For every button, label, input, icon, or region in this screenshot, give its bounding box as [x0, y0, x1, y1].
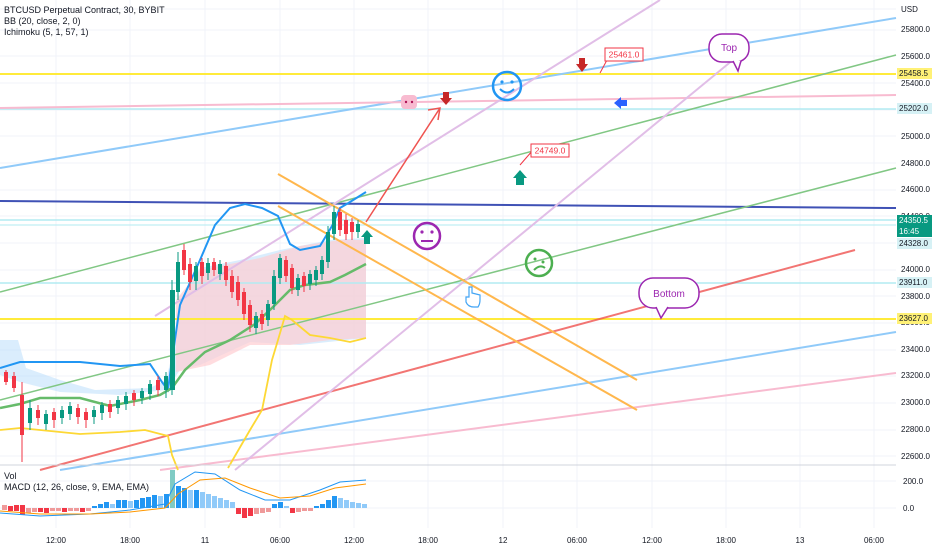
arrow-down-icon — [440, 92, 452, 105]
time-tick-label: 13 — [796, 536, 805, 545]
bubble-top-label: Top — [721, 43, 738, 54]
callout-24749-label: 24749.0 — [535, 146, 566, 156]
smiley-face-icon — [491, 70, 523, 102]
callout-24749: 24749.0 — [519, 143, 570, 166]
price-tag: 23911.0 — [897, 277, 932, 288]
vol-indicator-label[interactable]: Vol — [4, 471, 17, 481]
currency-label: USD — [901, 5, 918, 14]
bubble-bottom-label: Bottom — [653, 289, 685, 300]
price-tag: 25202.0 — [897, 103, 932, 114]
time-axis[interactable]: 12:00 18:00 11 06:00 12:00 18:00 12 06:00 12:00 1… — [46, 536, 885, 545]
price-tick-label: 24000.0 — [901, 265, 930, 274]
time-tick-label: 12:00 — [642, 536, 663, 545]
price-tag: 25458.5 — [897, 68, 932, 79]
price-tick-label: 25000.0 — [901, 132, 930, 141]
arrow-up-icon — [361, 230, 373, 244]
time-tick-label: 11 — [201, 536, 210, 545]
price-tag: 23627.0 — [897, 313, 932, 324]
grid — [0, 0, 896, 528]
speech-bubble-top[interactable]: Top — [708, 33, 750, 74]
macd-indicator-label[interactable]: MACD (12, 26, close, 9, EMA, EMA) — [4, 482, 150, 492]
candles — [4, 206, 360, 462]
chart-legend: BTCUSD Perpetual Contract, 30, BYBIT BB … — [4, 5, 165, 38]
price-tick-label: 23000.0 — [901, 398, 930, 407]
neutral-face-icon — [412, 221, 442, 251]
macd-tick-label: 200.0 — [903, 477, 924, 486]
price-tick-label: 22800.0 — [901, 425, 930, 434]
price-tick-label: 24800.0 — [901, 159, 930, 168]
macd-axis: 200.0 0.0 — [903, 477, 924, 513]
price-tick-label: 25600.0 — [901, 52, 930, 61]
price-tick-label: 23400.0 — [901, 345, 930, 354]
symbol-title[interactable]: BTCUSD Perpetual Contract, 30, BYBIT — [4, 5, 165, 15]
time-tick-label: 18:00 — [418, 536, 439, 545]
horizontal-levels — [0, 73, 897, 320]
arrow-up-icon — [513, 170, 527, 185]
time-tick-label: 12 — [499, 536, 508, 545]
callout-25461-label: 25461.0 — [609, 50, 640, 60]
price-tick-label: 23800.0 — [901, 292, 930, 301]
price-tick-label: 24600.0 — [901, 185, 930, 194]
time-tick-label: 12:00 — [46, 536, 67, 545]
time-tick-label: 18:00 — [716, 536, 737, 545]
time-tick-label: 12:00 — [344, 536, 365, 545]
bb-indicator-label[interactable]: BB (20, close, 2, 0) — [4, 16, 81, 26]
price-tick-label: 23200.0 — [901, 371, 930, 380]
hand-pointer-icon — [465, 286, 481, 308]
arrow-down-icon — [576, 58, 588, 72]
callout-25461: 25461.0 — [599, 47, 644, 74]
price-tag: 24328.0 — [897, 238, 932, 249]
time-tick-label: 06:00 — [567, 536, 588, 545]
price-tag: 16:45 — [897, 226, 932, 237]
price-tick-label: 25800.0 — [901, 25, 930, 34]
arrow-left-icon — [614, 97, 627, 109]
lower-pane-legend: Vol MACD (12, 26, close, 9, EMA, EMA) — [4, 471, 149, 493]
price-tag: 24350.5 — [897, 215, 932, 226]
indicator-lines — [0, 191, 367, 471]
price-tick-label: 25400.0 — [901, 79, 930, 88]
time-tick-label: 06:00 — [864, 536, 885, 545]
speech-bubble-bottom[interactable]: Bottom — [638, 277, 700, 320]
ichimoku-indicator-label[interactable]: Ichimoku (5, 1, 57, 1) — [4, 27, 89, 37]
macd-pane — [0, 470, 896, 518]
time-tick-label: 18:00 — [120, 536, 141, 545]
macd-tick-label: 0.0 — [903, 504, 915, 513]
pig-icon — [401, 95, 417, 109]
time-tick-label: 06:00 — [270, 536, 291, 545]
drawing-arrows — [365, 107, 441, 223]
price-tick-label: 22600.0 — [901, 452, 930, 461]
sad-face-icon — [524, 248, 554, 278]
